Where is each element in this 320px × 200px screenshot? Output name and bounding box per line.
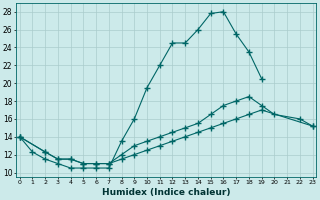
- X-axis label: Humidex (Indice chaleur): Humidex (Indice chaleur): [102, 188, 230, 197]
